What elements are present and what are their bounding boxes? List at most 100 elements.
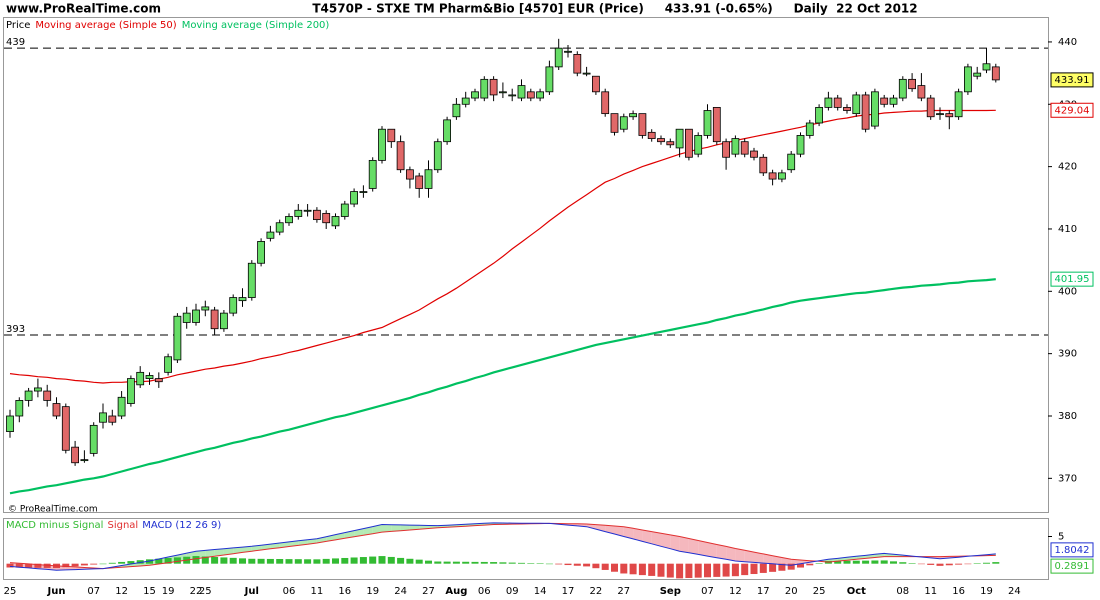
- candle-body: [312, 209, 321, 221]
- macd-fill-segment: [289, 540, 299, 547]
- histogram-bar: [676, 563, 684, 579]
- candle: [675, 128, 684, 158]
- candle-body: [871, 91, 879, 127]
- histogram-bar: [713, 563, 721, 577]
- candle: [43, 384, 52, 407]
- x-tick-label: 07: [701, 586, 714, 597]
- candle-body: [926, 97, 935, 118]
- candle: [99, 403, 107, 429]
- x-tick-label: 12: [729, 586, 742, 597]
- candle: [508, 88, 517, 102]
- candle-body: [694, 135, 703, 155]
- candle-body: [898, 78, 907, 99]
- candle-body: [275, 222, 284, 233]
- candle: [387, 128, 396, 148]
- macd-fill-segment: [400, 524, 410, 531]
- candle-body: [182, 312, 191, 323]
- candle: [582, 66, 591, 77]
- macd-fill-segment: [642, 529, 652, 544]
- candle: [796, 132, 805, 158]
- macd-lines: [9, 522, 996, 570]
- macd-fill-segment: [363, 526, 373, 536]
- x-tick-label: Sep: [660, 586, 681, 597]
- candle-body: [108, 415, 117, 423]
- candle-body: [973, 72, 982, 77]
- histogram-bar: [136, 560, 144, 564]
- x-tick-label: Aug: [445, 586, 467, 597]
- histogram-bar: [248, 558, 256, 564]
- histogram-bar: [173, 557, 181, 564]
- histogram-bar: [564, 563, 572, 566]
- candle: [545, 60, 554, 95]
- histogram-bar: [443, 561, 451, 564]
- candle: [787, 151, 796, 173]
- candle: [657, 135, 665, 145]
- candle-body: [685, 128, 693, 158]
- histogram-bar: [155, 558, 163, 564]
- y-tick-label: 5: [1058, 531, 1064, 542]
- chart-title: T4570P - STXE TM Pharm&Bio [4570] EUR (P…: [312, 2, 917, 16]
- legend-entry: Signal: [107, 520, 138, 531]
- histogram-bar: [108, 562, 116, 564]
- histogram-bar: [787, 563, 795, 570]
- candle-body: [610, 113, 619, 133]
- histogram-bar: [992, 562, 1000, 564]
- candle: [34, 378, 42, 398]
- histogram-bar: [862, 560, 870, 564]
- candle-body: [247, 262, 256, 298]
- legend-entry: Moving average (Simple 200): [182, 20, 330, 31]
- histogram-bar: [592, 563, 600, 569]
- candle: [164, 353, 173, 376]
- candle-body: [759, 156, 768, 174]
- candle: [201, 300, 210, 317]
- candle-body: [294, 209, 303, 217]
- candle: [926, 94, 935, 120]
- candle: [452, 98, 461, 120]
- candle-body: [712, 106, 721, 143]
- candle-body: [443, 119, 452, 143]
- macd-fill-segment: [707, 542, 717, 558]
- histogram-bar: [880, 560, 888, 564]
- macd-fill-segment: [633, 528, 643, 542]
- histogram-bar: [6, 563, 14, 568]
- histogram-bar: [778, 563, 786, 571]
- candle: [154, 372, 163, 388]
- y-tick-label: 420: [1058, 162, 1077, 173]
- x-tick-label: 22: [190, 586, 203, 597]
- last-average-box: [1050, 271, 1094, 287]
- histogram-bar: [741, 563, 749, 576]
- histogram-bar: [917, 563, 925, 565]
- candle-body: [145, 375, 154, 379]
- candle-body: [498, 91, 507, 94]
- candle: [331, 213, 340, 229]
- histogram-bar: [480, 561, 488, 564]
- histogram-bar: [685, 563, 693, 578]
- candle: [145, 372, 154, 385]
- candle: [424, 160, 433, 198]
- candle: [117, 391, 126, 420]
- candle: [192, 303, 200, 326]
- candle-body: [43, 390, 52, 401]
- candle-body: [424, 169, 433, 189]
- candle-body: [136, 371, 145, 386]
- macd-fill-segment: [688, 538, 699, 555]
- macd-fill-segment: [261, 544, 271, 551]
- histogram-bar: [611, 563, 618, 572]
- histogram-bar: [201, 556, 209, 564]
- candle-body: [843, 106, 851, 111]
- macd-fill-segment: [726, 546, 736, 561]
- candle-body: [285, 216, 293, 224]
- candle-body: [629, 113, 637, 118]
- legend-entry: Moving average (Simple 50): [35, 20, 176, 31]
- x-tick-label: 27: [422, 586, 435, 597]
- last-macd-value-text: 1.8042: [1055, 545, 1090, 556]
- candle: [266, 225, 275, 242]
- histogram-bar: [852, 560, 860, 564]
- histogram-bar: [769, 563, 777, 572]
- macd-fill-segment: [382, 524, 392, 533]
- candle-body: [266, 231, 275, 239]
- macd-fill-segment: [233, 547, 243, 554]
- candle-body: [229, 297, 238, 314]
